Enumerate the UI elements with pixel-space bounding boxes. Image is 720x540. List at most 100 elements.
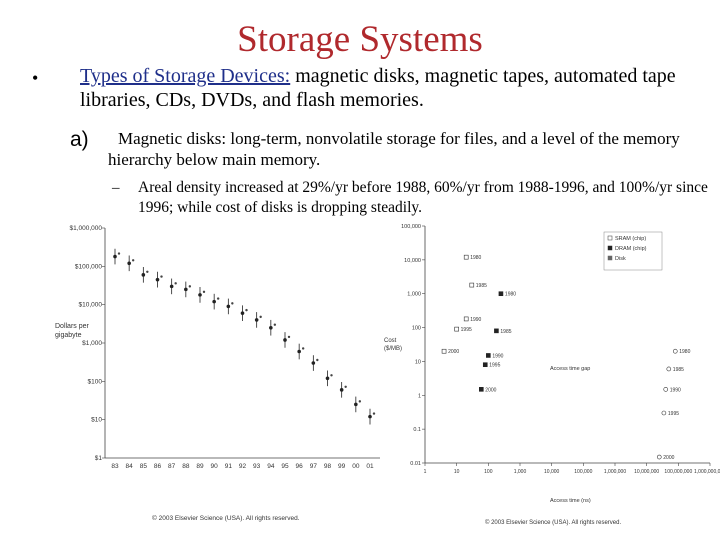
chart2-x-tick-label: 1,000 bbox=[514, 469, 527, 475]
chart2-x-tick-label: 100,000,000 bbox=[664, 469, 692, 475]
chart1-x-tick-label: 96 bbox=[296, 463, 304, 470]
chart2-y-tick-label: 10 bbox=[415, 359, 421, 365]
chart2-point-label: 2000 bbox=[485, 387, 496, 393]
chart2-data-point bbox=[663, 387, 669, 392]
chart1-data-point bbox=[325, 376, 330, 381]
chart1-data-point bbox=[127, 261, 131, 266]
chart2-legend-label: DRAM (chip) bbox=[615, 246, 647, 252]
chart1-data-point-secondary bbox=[330, 374, 333, 377]
chart1-x-tick-label: 83 bbox=[111, 463, 119, 470]
chart1-y-tick-label: $1,000,000 bbox=[69, 225, 102, 232]
chart1-ylabel-line1: Dollars per bbox=[55, 323, 90, 330]
chart1-data-point-secondary bbox=[146, 270, 149, 274]
chart2-data-point bbox=[498, 291, 504, 297]
chart1-x-tick-label: 98 bbox=[324, 463, 332, 470]
chart1-y-tick-label: $100 bbox=[88, 378, 103, 385]
chart2-data-point bbox=[494, 328, 499, 334]
chart2-legend-box bbox=[603, 231, 663, 271]
chart1-y-tick-label: $1 bbox=[95, 455, 103, 462]
chart1-data-point-secondary bbox=[131, 259, 135, 262]
chart1-data-point-secondary bbox=[273, 323, 277, 326]
chart1-data-point bbox=[354, 402, 358, 407]
chart2-x-tick-label: 1,000,000,000 bbox=[694, 469, 720, 475]
chart2-y-tick-label: 1 bbox=[418, 393, 421, 399]
chart2-legend-label: Disk bbox=[615, 256, 626, 262]
chart2-y-tick-label: 100 bbox=[412, 326, 421, 332]
cost-vs-access-time-chart: Cost ($/MB) 100,000 10,000 1,000 100 10 1 0.1 0… bbox=[384, 224, 720, 526]
chart1-data-point bbox=[339, 388, 344, 392]
chart1-data-point-secondary bbox=[301, 347, 305, 350]
chart1-data-point-secondary bbox=[358, 400, 362, 403]
chart2-point-label: 1980 bbox=[470, 255, 481, 261]
chart1-data-point-secondary bbox=[202, 290, 206, 294]
dash-point-text: Areal density increased at 29%/yr before… bbox=[138, 179, 708, 216]
chart1-data-point bbox=[254, 318, 259, 322]
chart1-x-tick-label: 84 bbox=[126, 463, 134, 470]
bullet-text: magnetic disks, magnetic tapes, automate… bbox=[80, 65, 676, 111]
chart2-y-tick-label: 100,000 bbox=[401, 224, 421, 230]
chart1-data-point bbox=[240, 311, 245, 315]
chart1-data-point-secondary bbox=[174, 282, 177, 285]
chart1-data-point-secondary bbox=[344, 385, 347, 389]
chart2-point-label: 2000 bbox=[448, 349, 459, 355]
chart2-point-label: 2000 bbox=[663, 455, 674, 461]
chart2-data-point bbox=[454, 326, 459, 332]
chart2-data-point bbox=[441, 348, 447, 354]
chart2-x-tick-label: 10,000,000 bbox=[634, 469, 659, 475]
chart2-ylabel-line2: ($/MB) bbox=[384, 346, 402, 352]
chart1-data-point-secondary bbox=[117, 252, 121, 255]
chart2-data-point bbox=[482, 362, 488, 368]
chart1-ylabel-line2: gigabyte bbox=[55, 332, 82, 339]
chart1-x-tick-label: 87 bbox=[168, 463, 176, 470]
chart2-x-tick-label: 10 bbox=[454, 469, 460, 475]
chart1-y-tick-label: $10,000 bbox=[79, 302, 103, 309]
chart1-data-point-secondary bbox=[231, 302, 234, 305]
chart1-x-tick-label: 95 bbox=[281, 463, 289, 470]
chart2-point-label: 1995 bbox=[461, 327, 472, 333]
chart2-data-point bbox=[479, 387, 484, 392]
chart2-x-tick-label: 1 bbox=[424, 469, 427, 475]
chart1-data-point bbox=[368, 414, 372, 419]
chart1-x-tick-label: 90 bbox=[211, 463, 219, 470]
chart1-data-point bbox=[269, 325, 273, 330]
chart2-y-tick-label: 1,000 bbox=[407, 292, 421, 298]
chart2-point-label: 1985 bbox=[500, 329, 511, 335]
chart1-data-point-secondary bbox=[245, 308, 248, 312]
chart2-legend-marker bbox=[607, 235, 613, 241]
chart1-data-point bbox=[113, 254, 117, 259]
chart1-y-tick-label: $10 bbox=[91, 417, 102, 424]
chart2-data-point bbox=[469, 282, 475, 288]
chart2-y-tick-label: 0.1 bbox=[413, 427, 421, 433]
sub-point-label: a) bbox=[70, 128, 89, 151]
chart1-y-tick-label: $1,000 bbox=[82, 340, 102, 347]
chart1-x-tick-label: 85 bbox=[140, 463, 148, 470]
chart1-x-tick-label: 89 bbox=[196, 463, 204, 470]
chart1-data-point bbox=[283, 338, 287, 342]
chart1-x-tick-label: 97 bbox=[310, 463, 318, 470]
bullet-marker: • bbox=[32, 68, 39, 88]
bullet-point: Types of Storage Devices: magnetic disks… bbox=[80, 64, 700, 112]
chart1-data-point bbox=[169, 284, 174, 289]
chart1-x-tick-label: 86 bbox=[154, 463, 162, 470]
chart1-x-tick-label: 91 bbox=[225, 463, 233, 470]
chart2-ylabel-line1: Cost bbox=[384, 338, 397, 344]
chart1-data-point bbox=[198, 293, 202, 297]
chart1-data-point-secondary bbox=[216, 297, 220, 300]
chart2-data-point bbox=[463, 316, 469, 322]
chart2-x-tick-label: 1,000,000 bbox=[604, 469, 626, 475]
chart2-x-tick-label: 10,000 bbox=[544, 469, 560, 475]
chart2-point-label: 1990 bbox=[470, 317, 481, 323]
chart1-x-tick-label: 99 bbox=[338, 463, 346, 470]
chart1-data-point-secondary bbox=[372, 412, 376, 415]
chart2-point-label: 1985 bbox=[476, 283, 487, 289]
chart2-point-label: 1980 bbox=[505, 292, 516, 298]
bullet-heading: Types of Storage Devices: bbox=[80, 65, 291, 87]
chart1-x-tick-label: 01 bbox=[366, 463, 374, 470]
chart1-copyright: © 2003 Elsevier Science (USA). All right… bbox=[152, 514, 300, 522]
chart2-data-point bbox=[672, 348, 678, 354]
cost-per-gigabyte-chart: Dollars per gigabyte $1,000,000 $100,000 $… bbox=[55, 225, 380, 522]
chart1-data-point-secondary bbox=[287, 335, 291, 339]
chart2-point-label: 1995 bbox=[668, 411, 679, 417]
chart1-data-point bbox=[184, 287, 188, 292]
chart2-legend-label: SRAM (chip) bbox=[615, 236, 646, 242]
